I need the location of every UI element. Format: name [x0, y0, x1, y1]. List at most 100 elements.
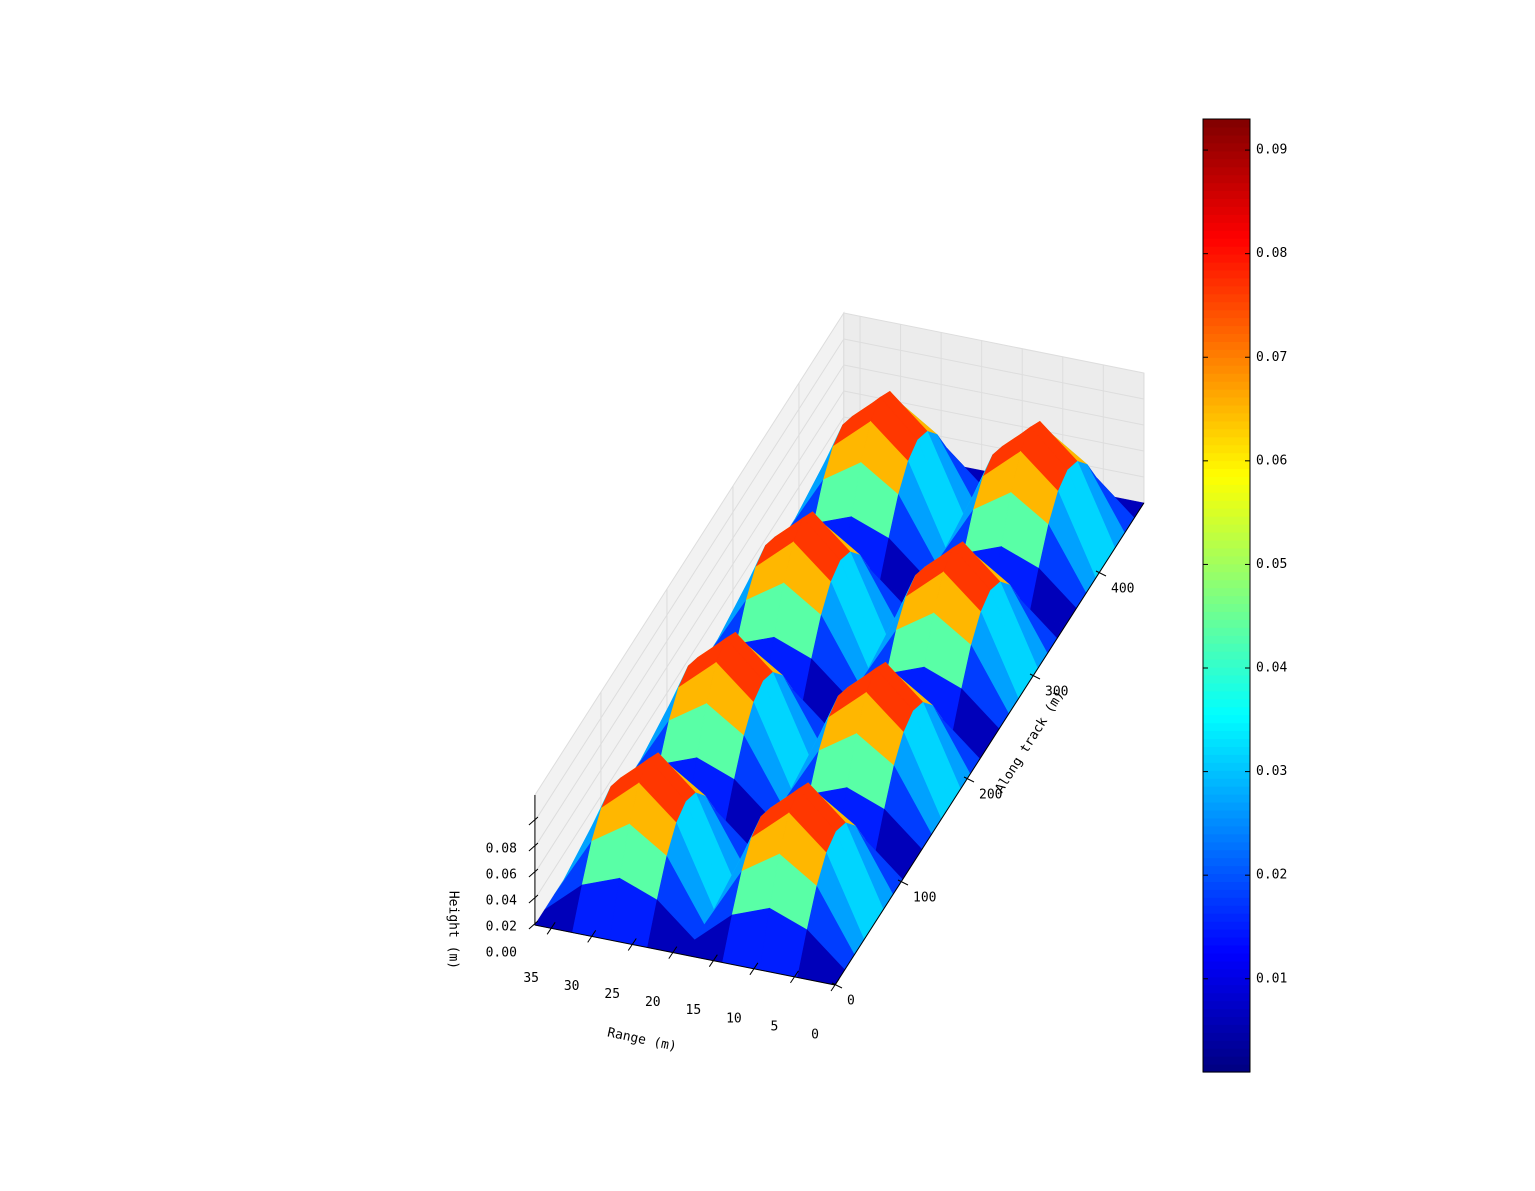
colorbar-tick-label: 0.05 [1256, 557, 1287, 572]
colorbar-tick-label: 0.03 [1256, 764, 1287, 779]
colorbar-slice [1203, 1064, 1250, 1073]
colorbar-slice [1203, 857, 1250, 867]
colorbar-tick-label: 0.08 [1256, 246, 1287, 261]
colorbar-slice [1203, 746, 1250, 755]
grid-line [843, 364, 1144, 426]
x-tick [708, 954, 718, 967]
colorbar-slice [1203, 579, 1250, 589]
colorbar-slice [1203, 563, 1250, 573]
colorbar-slice [1203, 254, 1250, 263]
colorbar-slice [1203, 142, 1250, 152]
colorbar-slice [1203, 238, 1250, 247]
colorbar-slice [1203, 158, 1250, 168]
x-tick-label: 5 [771, 1019, 779, 1034]
colorbar-slice [1203, 412, 1250, 422]
colorbar-slice [1203, 889, 1250, 898]
colorbar-tick-label: 0.04 [1256, 661, 1287, 676]
colorbar-slice [1203, 674, 1250, 684]
z-tick [528, 868, 539, 878]
z-tick-label: 0.08 [486, 842, 517, 857]
colorbar-tick-label: 0.01 [1256, 971, 1287, 986]
y-axis-line [834, 502, 1145, 986]
colorbar-slice [1203, 730, 1250, 740]
colorbar-slice [1203, 134, 1250, 144]
colorbar-slice [1203, 666, 1250, 676]
colorbar-slice [1203, 595, 1250, 605]
colorbar-slice [1203, 960, 1250, 970]
colorbar-slice [1203, 714, 1250, 724]
colorbar-slice [1203, 754, 1250, 763]
colorbar-slice [1203, 389, 1250, 398]
colorbar-slice [1203, 182, 1250, 192]
colorbar-slice [1203, 921, 1250, 930]
colorbar-slice [1203, 571, 1250, 581]
colorbar-slice [1203, 190, 1250, 200]
z-tick-label: 0.04 [486, 894, 517, 909]
colorbar-slice [1203, 301, 1250, 311]
colorbar-slice [1203, 126, 1250, 136]
y-tick-label: 400 [1111, 582, 1134, 597]
z-tick [528, 842, 539, 852]
colorbar-slice [1203, 968, 1250, 978]
colorbar-slice [1203, 1024, 1250, 1033]
colorbar-slice [1203, 460, 1250, 470]
colorbar-slice [1203, 206, 1250, 215]
colorbar-slice [1203, 690, 1250, 700]
colorbar-slice [1203, 293, 1250, 303]
colorbar-slice [1203, 309, 1250, 319]
colorbar-slice [1203, 222, 1250, 231]
x-tick-label: 15 [686, 1003, 702, 1018]
colorbar-slice [1203, 786, 1250, 795]
z-tick-label: 0.00 [486, 946, 517, 961]
colorbar-slice [1203, 897, 1250, 906]
y-tick-label: 200 [979, 788, 1002, 803]
grid-line [843, 338, 1144, 400]
colorbar-slice [1203, 484, 1250, 493]
colorbar-slice [1203, 722, 1250, 732]
colorbar-slice [1203, 952, 1250, 962]
colorbar-slice [1203, 825, 1250, 835]
y-tick-label: 100 [913, 891, 936, 906]
colorbar-slice [1203, 166, 1250, 176]
colorbar-slice [1203, 611, 1250, 620]
x-tick-label: 35 [523, 971, 539, 986]
x-axis-label: Range (m) [606, 1025, 678, 1054]
colorbar-slice [1203, 698, 1250, 708]
colorbar-slice [1203, 317, 1250, 327]
colorbar-slice [1203, 325, 1250, 335]
x-tick-label: 0 [811, 1028, 819, 1043]
colorbar-slice [1203, 436, 1250, 446]
colorbar-slice [1203, 516, 1250, 525]
colorbar-slice [1203, 1032, 1250, 1041]
colorbar-slice [1203, 524, 1250, 533]
colorbar-slice [1203, 381, 1250, 390]
colorbar-slice [1203, 841, 1250, 851]
z-axis-label: Height (m) [446, 891, 461, 969]
colorbar-slice [1203, 531, 1250, 541]
colorbar-slice [1203, 1040, 1250, 1049]
colorbar-slice [1203, 873, 1250, 882]
colorbar-slice [1203, 555, 1250, 565]
colorbar-slice [1203, 452, 1250, 462]
colorbar-slice [1203, 365, 1250, 374]
colorbar-slice [1203, 341, 1250, 350]
colorbar-slice [1203, 1000, 1250, 1010]
colorbar-slice [1203, 285, 1250, 295]
colorbar-slice [1203, 1048, 1250, 1057]
colorbar-slice [1203, 865, 1250, 875]
colorbar-slice [1203, 269, 1250, 279]
colorbar-slice [1203, 174, 1250, 184]
colorbar-slice [1203, 198, 1250, 207]
colorbar-slice [1203, 277, 1250, 287]
colorbar-slice [1203, 396, 1250, 406]
colorbar-tick-label: 0.07 [1256, 350, 1287, 365]
colorbar-slice [1203, 420, 1250, 430]
colorbar-slice [1203, 833, 1250, 843]
x-tick [627, 938, 637, 951]
z-tick [528, 816, 539, 826]
colorbar-slice [1203, 619, 1250, 628]
colorbar-slice [1203, 706, 1250, 716]
colorbar-slice [1203, 738, 1250, 747]
y-tick [897, 879, 909, 886]
colorbar-slice [1203, 587, 1250, 597]
